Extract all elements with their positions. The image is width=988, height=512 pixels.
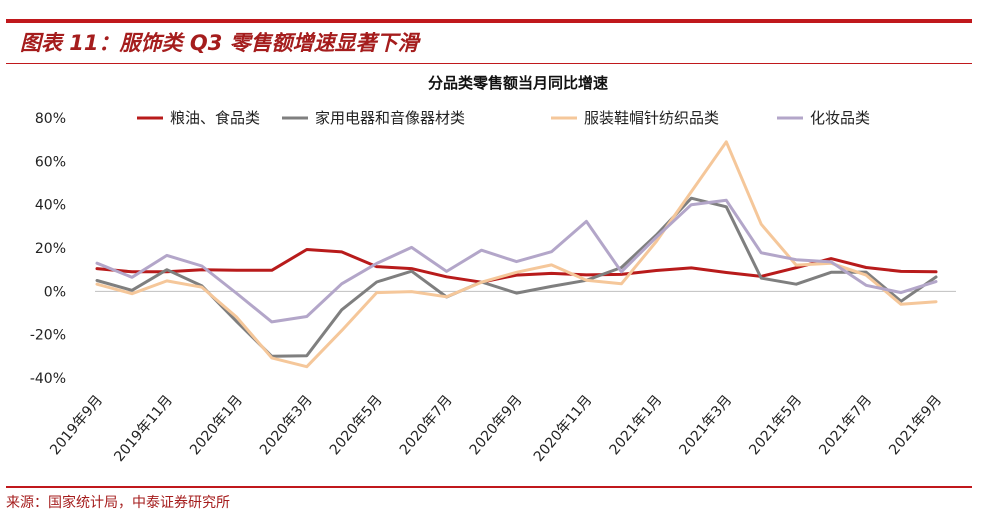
x-tick-label: 2020年5月 [327, 392, 386, 458]
series-lines [95, 140, 938, 369]
x-tick-label: 2019年9月 [47, 392, 106, 458]
chart-title: 分品类零售额当月同比增速 [428, 74, 608, 92]
x-tick-label: 2021年7月 [816, 392, 875, 458]
y-tick-label: 60% [35, 154, 66, 170]
y-tick-label: -40% [30, 371, 66, 387]
x-tick-label: 2021年1月 [607, 392, 666, 458]
x-tick-label: 2020年1月 [187, 392, 246, 458]
y-tick-label: 80% [35, 111, 66, 127]
y-tick-label: -20% [30, 328, 66, 344]
x-tick-label: 2019年11月 [111, 392, 176, 465]
footer-rule [6, 486, 972, 488]
legend-label: 化妆品类 [810, 109, 870, 127]
legend-label: 服装鞋帽针纺织品类 [584, 109, 719, 127]
x-tick-label: 2021年9月 [886, 392, 945, 458]
figure-title: 图表 11：服饰类 Q3 零售额增速显著下滑 [20, 31, 419, 55]
source-note: 来源：国家统计局，中泰证券研究所 [6, 495, 230, 511]
y-tick-label: 20% [35, 241, 66, 257]
legend-label: 粮油、食品类 [170, 109, 260, 127]
x-tick-label: 2020年9月 [467, 392, 526, 458]
title-underline [6, 63, 972, 64]
series-line [95, 248, 938, 284]
series-line [95, 198, 938, 324]
series-line [95, 140, 938, 369]
x-tick-label: 2020年7月 [397, 392, 456, 458]
y-tick-label: 40% [35, 198, 66, 214]
x-tick-label: 2020年3月 [257, 392, 316, 458]
y-tick-label: 0% [44, 284, 66, 300]
y-axis: 80% 60% 40% 20% 0% -20% -40% [30, 111, 956, 387]
x-axis: 2019年9月 2019年11月 2020年1月 2020年3月 2020年5月 2020… [47, 392, 945, 465]
x-tick-label: 2021年5月 [746, 392, 805, 458]
header-rule [6, 19, 972, 23]
series-line [95, 196, 938, 358]
legend: 粮油、食品类 家用电器和音像器材类 服装鞋帽针纺织品类 化妆品类 [137, 109, 870, 127]
x-tick-label: 2020年11月 [531, 392, 596, 465]
x-tick-label: 2021年3月 [676, 392, 735, 458]
legend-label: 家用电器和音像器材类 [315, 109, 465, 127]
